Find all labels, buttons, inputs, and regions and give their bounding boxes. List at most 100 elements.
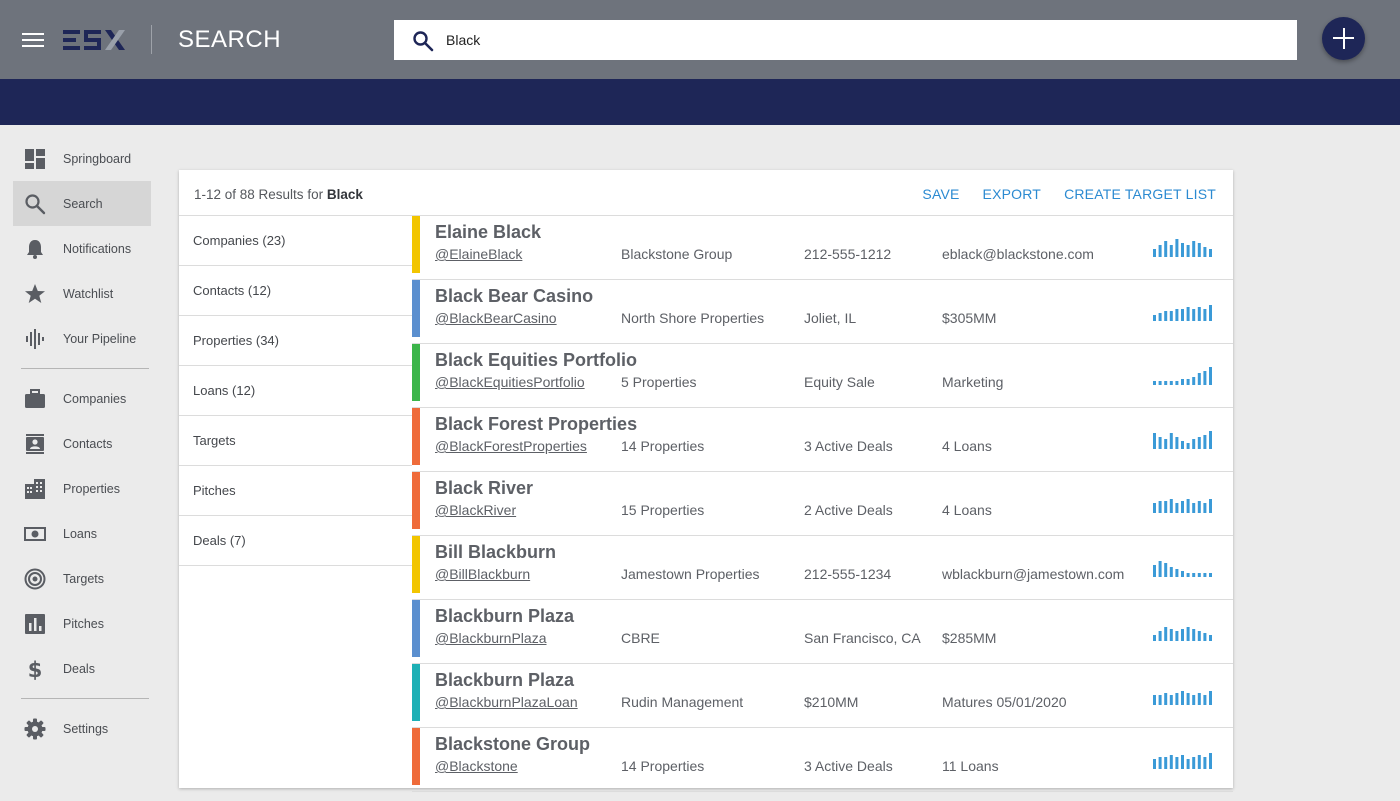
sidebar-divider <box>21 698 149 699</box>
sparkline-bar <box>1203 435 1207 449</box>
result-row[interactable]: Blackstone Group @Blackstone 14 Properti… <box>412 728 1233 792</box>
activity-sparkline <box>1153 239 1212 257</box>
sidebar-item-your-pipeline[interactable]: Your Pipeline <box>13 316 151 361</box>
sparkline-bar <box>1181 309 1184 321</box>
result-detail-3: wblackburn@jamestown.com <box>942 566 1125 582</box>
result-handle-link[interactable]: @BlackEquitiesPortfolio <box>435 374 585 390</box>
result-row[interactable]: Bill Blackburn @BillBlackburn Jamestown … <box>412 536 1233 600</box>
result-detail-1: 14 Properties <box>621 758 705 774</box>
result-name: Blackburn Plaza <box>435 670 575 690</box>
result-detail-2: 212-555-1212 <box>804 246 892 262</box>
filter-pitches[interactable]: Pitches <box>179 466 412 516</box>
sparkline-bar <box>1186 443 1190 449</box>
result-detail-1: 15 Properties <box>621 502 705 518</box>
sidebar-item-notifications[interactable]: Notifications <box>13 226 151 271</box>
result-handle-link[interactable]: @Blackstone <box>435 758 518 774</box>
create-target-list-button[interactable]: CREATE TARGET LIST <box>1064 186 1216 202</box>
sparkline-bar <box>1169 245 1173 257</box>
type-color-stripe <box>412 600 420 657</box>
sparkline-bar <box>1203 633 1207 641</box>
result-name: Elaine Black <box>435 222 542 242</box>
save-button[interactable]: SAVE <box>922 186 960 202</box>
filter-loans[interactable]: Loans (12) <box>179 366 412 416</box>
activity-sparkline <box>1153 561 1212 577</box>
sidebar-item-targets[interactable]: Targets <box>13 556 151 601</box>
result-name: Blackburn Plaza <box>435 606 575 626</box>
filter-contacts[interactable]: Contacts (12) <box>179 266 412 316</box>
sidebar-item-companies[interactable]: Companies <box>13 376 151 421</box>
sidebar-item-search[interactable]: Search <box>13 181 151 226</box>
sparkline-bar <box>1158 245 1162 257</box>
sidebar-item-springboard[interactable]: Springboard <box>13 136 151 181</box>
add-button[interactable] <box>1322 17 1365 60</box>
sparkline-bar <box>1175 693 1179 705</box>
result-detail-1: Rudin Management <box>621 694 744 710</box>
result-row[interactable]: Black Forest Properties @BlackForestProp… <box>412 408 1233 472</box>
search-input[interactable] <box>446 28 1266 52</box>
esx-logo <box>63 30 125 50</box>
result-detail-2: 212-555-1234 <box>804 566 892 582</box>
logo-divider <box>151 25 152 54</box>
result-name: Black Equities Portfolio <box>435 350 638 370</box>
result-handle-link[interactable]: @BlackburnPlazaLoan <box>435 694 578 710</box>
export-button[interactable]: EXPORT <box>982 186 1042 202</box>
result-detail-3: $285MM <box>942 630 997 646</box>
result-handle-link[interactable]: @BlackForestProperties <box>435 438 587 454</box>
sparkline-bar <box>1158 313 1162 321</box>
sparkline-bar <box>1153 433 1156 449</box>
sidebar-item-deals[interactable]: $ Deals <box>13 646 151 691</box>
sidebar-item-label: Pitches <box>63 617 104 631</box>
filter-companies[interactable]: Companies (23) <box>179 216 412 266</box>
sidebar-item-properties[interactable]: Properties <box>13 466 151 511</box>
sidebar-item-loans[interactable]: Loans <box>13 511 151 556</box>
filter-targets[interactable]: Targets <box>179 416 412 466</box>
menu-icon[interactable] <box>22 33 44 47</box>
sidebar-item-contacts[interactable]: Contacts <box>13 421 151 466</box>
type-color-stripe <box>412 344 420 401</box>
result-detail-3: $305MM <box>942 310 997 326</box>
filter-deals[interactable]: Deals (7) <box>179 516 412 566</box>
result-handle-link[interactable]: @BlackburnPlaza <box>435 630 547 646</box>
sidebar-item-label: Companies <box>63 392 127 406</box>
result-row[interactable]: Black River @BlackRiver 15 Properties 2 … <box>412 472 1233 536</box>
sparkline-bar <box>1203 757 1207 769</box>
sidebar-item-watchlist[interactable]: Watchlist <box>13 271 151 316</box>
sidebar-item-label: Watchlist <box>63 287 114 301</box>
result-row[interactable]: Black Equities Portfolio @BlackEquitiesP… <box>412 344 1233 408</box>
category-filters: Companies (23) Contacts (12) Properties … <box>179 216 412 566</box>
sparkline-bar <box>1158 561 1162 577</box>
sparkline-bar <box>1181 571 1184 577</box>
type-color-stripe <box>412 536 420 593</box>
filter-properties[interactable]: Properties (34) <box>179 316 412 366</box>
sparkline-bar <box>1169 695 1173 705</box>
result-handle-link[interactable]: @BillBlackburn <box>435 566 531 582</box>
result-row[interactable]: Blackburn Plaza @BlackburnPlazaLoan Rudi… <box>412 664 1233 728</box>
sparkline-bar <box>1186 379 1190 385</box>
search-box[interactable] <box>394 20 1297 60</box>
sparkline-bar <box>1169 755 1173 769</box>
result-row[interactable]: Elaine Black @ElaineBlack Blackstone Gro… <box>412 216 1233 280</box>
result-actions: SAVE EXPORT CREATE TARGET LIST <box>922 186 1216 202</box>
result-row[interactable]: Blackburn Plaza @BlackburnPlaza CBRE San… <box>412 600 1233 664</box>
waveform-icon <box>26 329 44 349</box>
sidebar-item-settings[interactable]: Settings <box>13 706 151 751</box>
result-detail-2: San Francisco, CA <box>804 630 921 646</box>
sparkline-bar <box>1209 367 1212 385</box>
search-icon <box>25 194 46 215</box>
search-icon <box>413 31 434 52</box>
activity-sparkline <box>1153 367 1212 385</box>
sparkline-bar <box>1186 759 1190 769</box>
sparkline-bar <box>1197 573 1201 577</box>
sidebar-item-pitches[interactable]: Pitches <box>13 601 151 646</box>
result-detail-1: North Shore Properties <box>621 310 765 326</box>
result-name: Bill Blackburn <box>435 542 557 562</box>
result-handle-link[interactable]: @BlackRiver <box>435 502 517 518</box>
result-handle-link[interactable]: @ElaineBlack <box>435 246 523 262</box>
result-row[interactable]: Black Bear Casino @BlackBearCasino North… <box>412 280 1233 344</box>
sparkline-bar <box>1203 573 1207 577</box>
sparkline-bar <box>1175 631 1179 641</box>
result-handle-link[interactable]: @BlackBearCasino <box>435 310 557 326</box>
top-bar: SEARCH <box>0 0 1400 79</box>
sparkline-bar <box>1203 371 1207 385</box>
sparkline-bar <box>1203 247 1207 257</box>
